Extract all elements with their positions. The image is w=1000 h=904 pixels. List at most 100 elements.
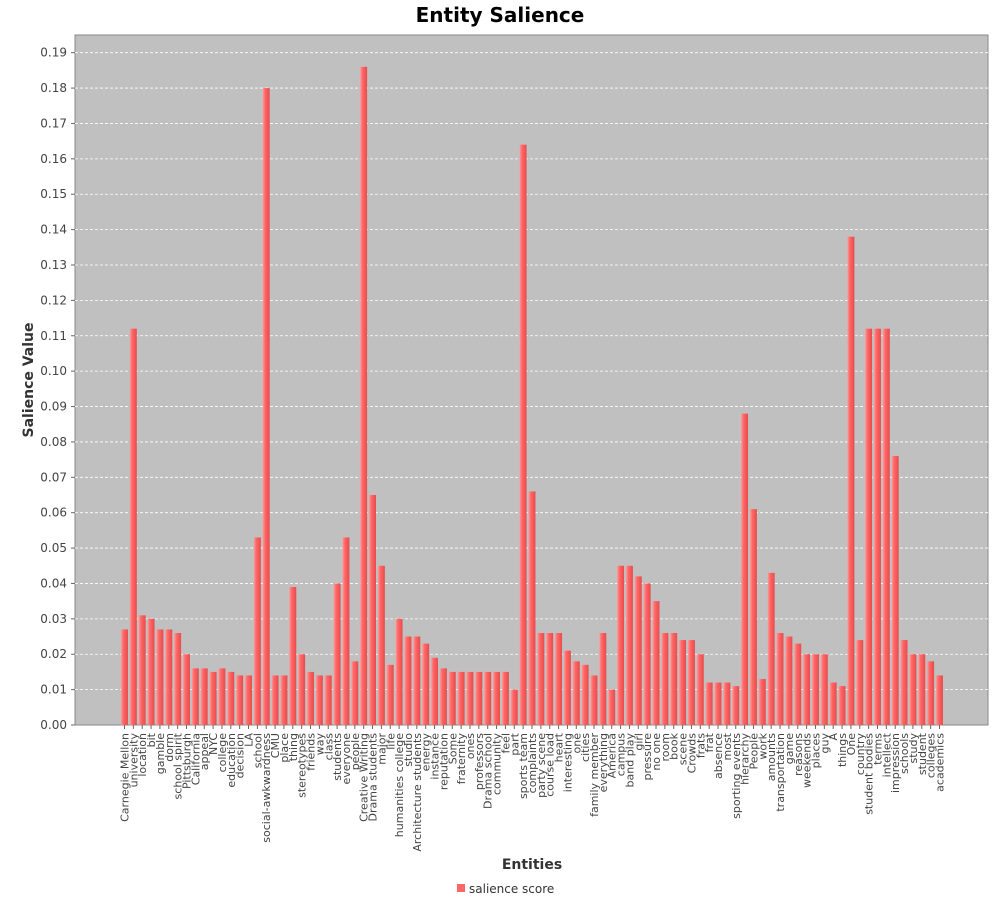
- x-tick-label: party scene: [535, 733, 548, 798]
- bar: [227, 671, 235, 725]
- bar: [803, 654, 811, 725]
- x-tick-label: thing: [287, 733, 300, 761]
- bar: [369, 495, 376, 725]
- y-tick-label: 0.00: [40, 718, 67, 732]
- bar: [661, 633, 669, 725]
- x-axis: Carnegie Mellonuniversitylocationbitgamb…: [119, 725, 947, 852]
- bar: [448, 671, 456, 725]
- bar: [484, 671, 492, 725]
- x-tick-label: California: [189, 733, 202, 785]
- x-tick-label: things: [836, 733, 849, 767]
- bar: [652, 601, 660, 725]
- y-tick-label: 0.10: [40, 364, 67, 378]
- x-tick-label: students: [331, 733, 344, 781]
- x-tick-label: band play: [623, 733, 636, 788]
- bar: [528, 491, 536, 725]
- x-tick-label: Crowds: [685, 733, 698, 774]
- y-tick-label: 0.04: [40, 576, 67, 590]
- bar: [156, 629, 164, 725]
- y-tick-label: 0.02: [40, 647, 67, 661]
- bar: [386, 664, 394, 725]
- x-tick-label: work: [756, 732, 769, 759]
- bar: [439, 668, 447, 725]
- x-tick-label: Pittsburgh: [181, 733, 194, 789]
- x-tick-label: frat: [703, 732, 716, 752]
- y-tick-label: 0.12: [40, 293, 67, 307]
- bar: [891, 456, 899, 725]
- bar: [360, 66, 368, 726]
- x-tick-label: LA: [243, 733, 256, 747]
- x-tick-label: One: [845, 733, 858, 756]
- x-tick-label: student: [916, 732, 929, 775]
- bar: [555, 633, 563, 725]
- x-tick-label: heart: [553, 732, 566, 762]
- bar: [218, 668, 226, 725]
- bar: [563, 650, 571, 725]
- bar: [829, 682, 837, 725]
- bar: [404, 636, 412, 725]
- bar: [838, 686, 846, 725]
- y-tick-label: 0.18: [40, 81, 67, 95]
- bar: [714, 682, 722, 725]
- y-tick-label: 0.06: [40, 506, 67, 520]
- x-tick-label: transportation: [774, 733, 787, 812]
- x-tick-label: instance: [429, 733, 442, 780]
- x-tick-label: CMU: [269, 733, 282, 758]
- x-tick-label: gamble: [154, 733, 167, 774]
- x-tick-label: course load: [544, 733, 557, 797]
- bar: [519, 144, 527, 725]
- bar: [174, 633, 182, 725]
- bar: [324, 675, 332, 725]
- y-tick-label: 0.08: [40, 435, 67, 449]
- y-tick-label: 0.15: [40, 187, 67, 201]
- x-tick-label: weekends: [801, 733, 814, 788]
- x-tick-label: fraternity: [455, 733, 468, 785]
- x-tick-label: cities: [579, 733, 592, 762]
- bar: [271, 675, 279, 725]
- x-tick-label: studio: [402, 733, 415, 767]
- bar: [723, 682, 731, 725]
- bar: [165, 629, 173, 725]
- bar: [200, 668, 208, 725]
- bar: [617, 565, 625, 725]
- bar: [298, 654, 306, 725]
- y-tick-label: 0.01: [40, 683, 67, 697]
- x-tick-label: dorm: [163, 733, 176, 762]
- bar: [209, 671, 217, 725]
- x-tick-label: university: [127, 733, 140, 788]
- bar: [546, 633, 554, 725]
- bar: [581, 664, 589, 725]
- bar: [679, 640, 687, 725]
- bar: [794, 643, 802, 725]
- bar: [590, 675, 598, 725]
- bar: [191, 668, 199, 725]
- x-tick-label: book: [668, 732, 681, 759]
- bar: [457, 671, 465, 725]
- x-tick-label: Drama school: [482, 733, 495, 809]
- legend-label: salience score: [469, 882, 554, 896]
- bar: [634, 576, 642, 725]
- bar: [395, 618, 403, 725]
- x-tick-label: feel: [499, 733, 512, 753]
- bar: [874, 328, 881, 725]
- x-tick-label: Some: [446, 733, 459, 764]
- x-tick-label: school spirit: [172, 732, 185, 799]
- x-tick-label: humanities college: [393, 733, 406, 837]
- x-tick-label: interesting: [561, 733, 574, 792]
- x-axis-label: Entities: [502, 857, 562, 873]
- bar: [785, 636, 793, 725]
- bar: [705, 682, 713, 725]
- x-tick-label: pressure: [641, 733, 654, 781]
- x-tick-label: Drama students: [367, 733, 380, 822]
- x-tick-label: most: [721, 732, 734, 760]
- bar: [900, 640, 908, 725]
- bar: [936, 675, 943, 725]
- bar: [342, 537, 350, 725]
- y-tick-label: 0.17: [40, 116, 67, 130]
- x-tick-label: ones: [464, 733, 477, 759]
- x-tick-label: absence: [712, 733, 725, 779]
- bar: [572, 661, 580, 725]
- x-tick-label: campus: [615, 733, 628, 776]
